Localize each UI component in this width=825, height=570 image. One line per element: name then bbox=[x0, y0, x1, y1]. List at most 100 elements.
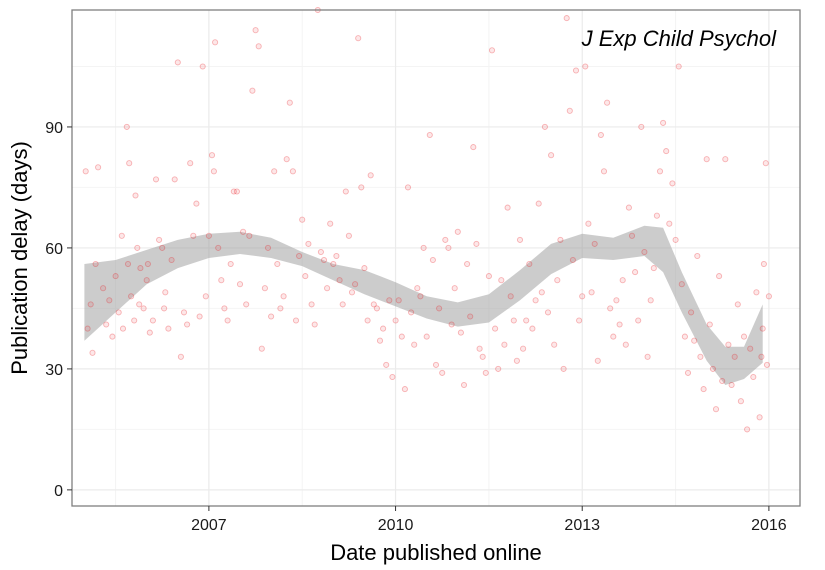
data-point bbox=[100, 285, 107, 292]
smooth-band bbox=[84, 225, 763, 385]
data-point bbox=[464, 260, 471, 268]
data-point bbox=[286, 99, 293, 106]
data-point bbox=[504, 204, 511, 211]
data-point bbox=[716, 273, 723, 280]
data-point bbox=[591, 240, 598, 247]
y-tick-label: 30 bbox=[45, 362, 63, 379]
data-point bbox=[352, 281, 359, 288]
data-point bbox=[476, 345, 483, 352]
data-point bbox=[759, 325, 766, 332]
data-point bbox=[644, 353, 651, 360]
data-point bbox=[734, 301, 741, 308]
data-point bbox=[582, 63, 589, 70]
x-tick-label: 2016 bbox=[751, 517, 787, 534]
scatter-points bbox=[82, 6, 772, 433]
data-point bbox=[386, 297, 393, 304]
data-point bbox=[426, 131, 433, 139]
data-point bbox=[233, 188, 240, 195]
data-point bbox=[333, 252, 340, 260]
data-point bbox=[436, 305, 443, 312]
data-point bbox=[389, 373, 396, 381]
data-point bbox=[280, 293, 287, 300]
data-point bbox=[103, 321, 110, 328]
data-point bbox=[429, 256, 436, 264]
data-point bbox=[747, 345, 754, 352]
data-point bbox=[760, 260, 767, 268]
data-point bbox=[610, 333, 617, 340]
data-point bbox=[373, 305, 380, 312]
data-point bbox=[115, 309, 122, 316]
data-point bbox=[411, 341, 418, 348]
data-point bbox=[492, 325, 499, 332]
data-point bbox=[414, 285, 421, 292]
data-point bbox=[292, 317, 300, 324]
confidence-band bbox=[84, 225, 763, 385]
x-axis-title: Date published online bbox=[330, 540, 542, 565]
data-point bbox=[641, 248, 648, 256]
data-point bbox=[619, 277, 626, 284]
data-point bbox=[230, 188, 237, 195]
x-tick-label: 2010 bbox=[378, 517, 414, 534]
data-point bbox=[210, 168, 217, 175]
data-point bbox=[501, 341, 508, 348]
data-point bbox=[763, 361, 771, 368]
data-point bbox=[762, 160, 769, 167]
data-point bbox=[156, 236, 163, 243]
data-point bbox=[268, 313, 275, 320]
data-point bbox=[336, 277, 343, 284]
data-point bbox=[765, 293, 772, 300]
data-point bbox=[523, 317, 530, 324]
data-point bbox=[380, 325, 387, 332]
data-point bbox=[526, 260, 533, 268]
data-point bbox=[684, 369, 692, 376]
data-point bbox=[208, 152, 216, 159]
data-point bbox=[123, 123, 130, 130]
data-point bbox=[187, 160, 194, 167]
data-point bbox=[753, 289, 760, 296]
data-point bbox=[488, 47, 496, 54]
y-axis-title: Publication delay (days) bbox=[7, 141, 32, 375]
data-point bbox=[454, 228, 461, 235]
data-point bbox=[136, 301, 143, 308]
data-point bbox=[479, 353, 486, 360]
data-point bbox=[184, 321, 191, 328]
data-point bbox=[320, 256, 328, 264]
data-point bbox=[719, 377, 726, 385]
data-point bbox=[432, 361, 440, 368]
plot-frame bbox=[71, 9, 801, 507]
y-tick-label: 90 bbox=[45, 120, 63, 137]
data-point bbox=[532, 297, 539, 304]
data-point bbox=[358, 184, 365, 191]
data-point bbox=[271, 168, 278, 175]
data-point bbox=[132, 192, 139, 199]
data-point bbox=[106, 297, 113, 304]
data-point bbox=[324, 285, 331, 292]
data-point bbox=[246, 232, 253, 239]
x-tick-label: 2007 bbox=[191, 517, 227, 534]
data-point bbox=[202, 293, 209, 300]
data-point bbox=[470, 144, 477, 151]
data-point bbox=[296, 252, 303, 260]
data-point bbox=[370, 301, 377, 308]
data-point bbox=[551, 341, 558, 348]
y-tick-label: 0 bbox=[54, 483, 63, 500]
data-point bbox=[131, 317, 138, 324]
data-point bbox=[445, 244, 452, 251]
data-point bbox=[327, 220, 334, 227]
y-axis: 0 30 60 90 bbox=[45, 120, 72, 500]
data-point bbox=[252, 27, 259, 34]
data-point bbox=[613, 297, 620, 304]
data-point bbox=[507, 293, 514, 300]
data-point bbox=[750, 373, 757, 381]
data-point bbox=[199, 63, 206, 70]
data-point bbox=[691, 337, 698, 344]
data-point bbox=[161, 305, 168, 312]
data-point bbox=[140, 305, 147, 312]
data-point bbox=[485, 273, 492, 280]
data-point bbox=[174, 59, 181, 66]
data-point bbox=[712, 406, 720, 413]
data-point bbox=[224, 317, 231, 324]
data-point bbox=[95, 164, 102, 171]
data-point bbox=[87, 301, 94, 308]
data-point bbox=[345, 232, 352, 239]
